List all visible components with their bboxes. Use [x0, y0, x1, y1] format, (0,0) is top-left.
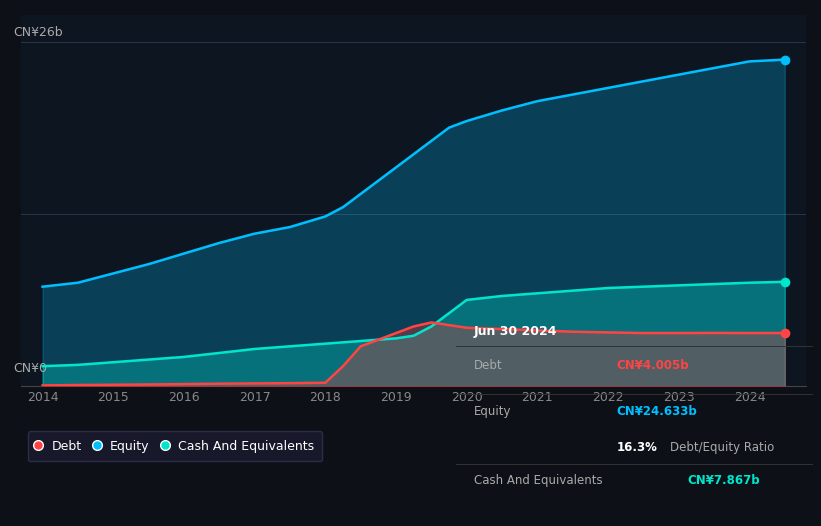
Text: CN¥7.867b: CN¥7.867b — [688, 474, 760, 488]
Text: CN¥26b: CN¥26b — [13, 26, 63, 39]
Text: Equity: Equity — [474, 405, 511, 418]
Text: Jun 30 2024: Jun 30 2024 — [474, 325, 557, 338]
Text: CN¥4.005b: CN¥4.005b — [617, 359, 689, 372]
Text: 16.3%: 16.3% — [617, 441, 658, 454]
Text: Cash And Equivalents: Cash And Equivalents — [474, 474, 602, 488]
Text: Debt: Debt — [474, 359, 502, 372]
Text: Debt/Equity Ratio: Debt/Equity Ratio — [670, 441, 774, 454]
Legend: Debt, Equity, Cash And Equivalents: Debt, Equity, Cash And Equivalents — [28, 431, 322, 461]
Text: CN¥24.633b: CN¥24.633b — [617, 405, 697, 418]
Text: CN¥0: CN¥0 — [13, 362, 48, 375]
